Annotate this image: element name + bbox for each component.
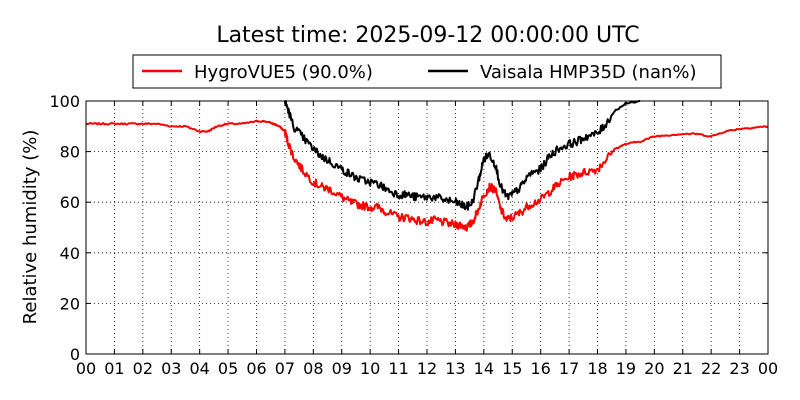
x-tick-label: 22 — [701, 359, 721, 378]
x-tick-label: 01 — [104, 359, 124, 378]
y-tick-label: 60 — [60, 193, 80, 212]
x-tick-label: 17 — [559, 359, 579, 378]
x-tick-label: 10 — [360, 359, 380, 378]
grid — [86, 101, 768, 354]
x-tick-label: 21 — [673, 359, 693, 378]
x-tick-label: 00 — [76, 359, 96, 378]
x-tick-label: 16 — [530, 359, 550, 378]
x-tick-label: 03 — [161, 359, 181, 378]
y-axis-label: Relative humidity (%) — [20, 130, 41, 325]
legend-label-hygrovue5: HygroVUE5 (90.0%) — [194, 62, 373, 83]
legend-label-vaisala: Vaisala HMP35D (nan%) — [480, 62, 697, 83]
x-tick-label: 11 — [388, 359, 408, 378]
y-tick-label: 80 — [60, 143, 80, 162]
ticks: 00 01 02 03 04 05 06 07 08 09 10 11 12 13 14 15 16 17 18 19… — [49, 92, 778, 378]
x-tick-label: 18 — [587, 359, 607, 378]
x-tick-label: 02 — [133, 359, 153, 378]
x-tick-label: 00 — [758, 359, 778, 378]
x-tick-label: 23 — [729, 359, 749, 378]
series-line-vaisala — [283, 100, 641, 211]
plot-area-frame — [85, 100, 769, 355]
x-tick-label: 04 — [189, 359, 209, 378]
chart-title: Latest time: 2025-09-12 00:00:00 UTC — [216, 23, 639, 48]
series-layer — [85, 100, 769, 232]
x-tick-label: 05 — [218, 359, 238, 378]
x-tick-label: 09 — [332, 359, 352, 378]
y-tick-label: 40 — [60, 244, 80, 263]
legend: HygroVUE5 (90.0%) Vaisala HMP35D (nan%) — [132, 54, 722, 89]
x-tick-label: 08 — [303, 359, 323, 378]
x-tick-label: 19 — [616, 359, 636, 378]
y-tick-label: 0 — [70, 345, 80, 364]
series-line-hygrovue5 — [85, 119, 769, 232]
x-tick-label: 14 — [474, 359, 494, 378]
x-tick-label: 07 — [275, 359, 295, 378]
y-tick-label: 20 — [60, 294, 80, 313]
x-tick-label: 13 — [445, 359, 465, 378]
y-tick-label: 100 — [49, 92, 80, 111]
x-tick-label: 15 — [502, 359, 522, 378]
legend-box — [132, 54, 722, 89]
x-tick-label: 12 — [417, 359, 437, 378]
x-tick-label: 20 — [644, 359, 664, 378]
x-tick-label: 06 — [246, 359, 266, 378]
